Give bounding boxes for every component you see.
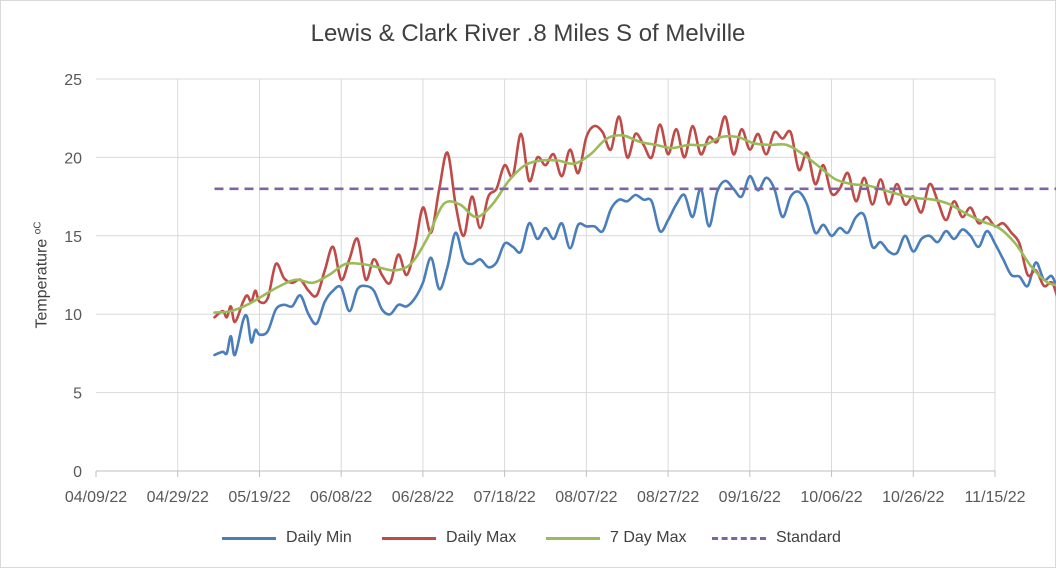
- x-tick-label: 08/07/22: [555, 489, 617, 506]
- x-tick-label: 09/16/22: [719, 489, 781, 506]
- x-tick-label: 05/19/22: [228, 489, 290, 506]
- legend-item-daily-max: Daily Max: [382, 526, 516, 550]
- x-tick-label: 07/18/22: [473, 489, 535, 506]
- x-tick-label: 10/06/22: [800, 489, 862, 506]
- series-line-daily-min: [213, 174, 1056, 357]
- legend: Daily Min Daily Max 7 Day Max Standard: [0, 526, 1056, 550]
- axes: [95, 470, 996, 477]
- legend-label: Daily Max: [446, 529, 517, 546]
- x-tick-label: 06/08/22: [310, 489, 372, 506]
- series-line-daily-max: [213, 115, 1056, 324]
- y-tick-label: 20: [64, 150, 82, 167]
- legend-swatch: [712, 536, 766, 540]
- legend-swatch: [382, 536, 436, 540]
- y-tick-label: 10: [64, 307, 82, 324]
- legend-swatch: [546, 536, 600, 540]
- y-tick-label: 0: [73, 464, 82, 481]
- legend-swatch: [222, 536, 276, 540]
- x-tick-label: 11/15/22: [964, 489, 1025, 506]
- x-tick-label: 04/29/22: [147, 489, 209, 506]
- x-tick-label: 08/27/22: [637, 489, 699, 506]
- y-tick-label: 15: [64, 229, 82, 246]
- legend-label: 7 Day Max: [610, 529, 687, 546]
- series-lines: [213, 115, 1056, 357]
- legend-item-standard: Standard: [712, 526, 841, 550]
- y-tick-label: 25: [64, 72, 82, 89]
- tick-labels: 0 5 10 15 20 25 04/09/22 04/29/22 05/19/22 06/08/…: [64, 72, 1025, 506]
- x-tick-label: 10/26/22: [882, 489, 944, 506]
- legend-label: Standard: [776, 529, 841, 546]
- legend-item-7-day-max: 7 Day Max: [546, 526, 686, 550]
- x-tick-label: 04/09/22: [65, 489, 127, 506]
- chart-title: Lewis & Clark River .8 Miles S of Melvil…: [310, 20, 746, 47]
- legend-label: Daily Min: [286, 529, 352, 546]
- x-tick-label: 06/28/22: [392, 489, 454, 506]
- legend-item-daily-min: Daily Min: [222, 526, 352, 550]
- gridlines: [96, 78, 996, 471]
- series-line-7-day-max: [213, 133, 1056, 314]
- y-tick-label: 5: [73, 386, 82, 403]
